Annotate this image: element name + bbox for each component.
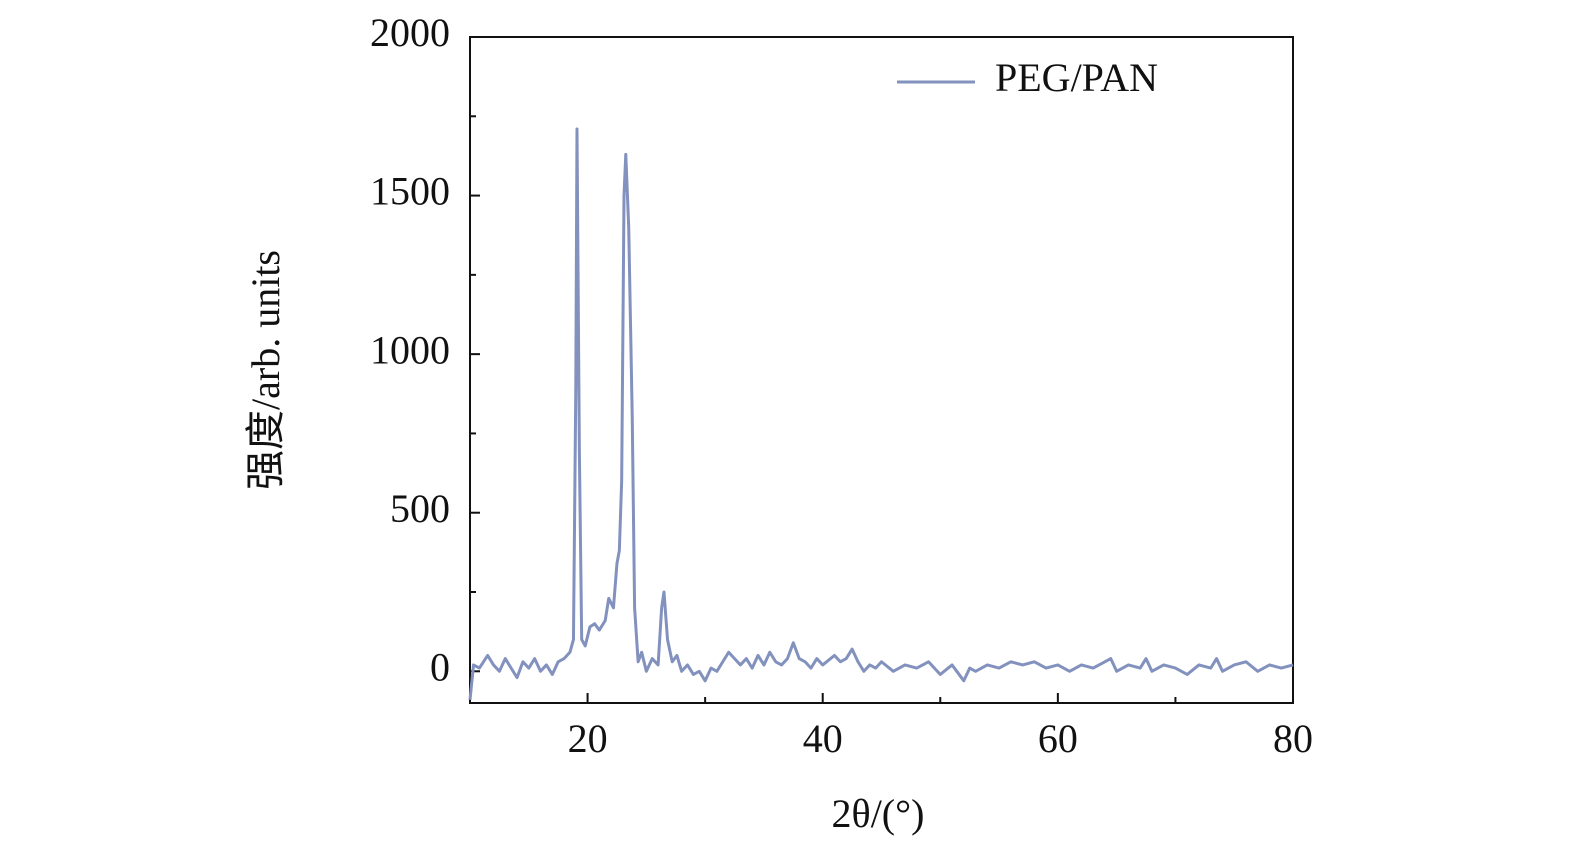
- plot-frame: [469, 36, 1294, 704]
- y-tick-label: 2000: [370, 10, 450, 55]
- x-tick-label: 80: [1273, 716, 1313, 761]
- y-axis-label: 强度/arb. units: [243, 250, 288, 490]
- data-line: [468, 127, 1294, 700]
- x-tick-label: 20: [568, 716, 608, 761]
- x-tick-label: 40: [803, 716, 843, 761]
- y-tick-label: 0: [430, 644, 450, 689]
- y-tick-label: 1500: [370, 169, 450, 214]
- y-tick-label: 500: [390, 486, 450, 531]
- x-axis-label: 2θ/(°): [832, 791, 925, 836]
- x-tick-label: 60: [1038, 716, 1078, 761]
- legend-label: PEG/PAN: [995, 55, 1158, 100]
- y-tick-label: 1000: [370, 327, 450, 372]
